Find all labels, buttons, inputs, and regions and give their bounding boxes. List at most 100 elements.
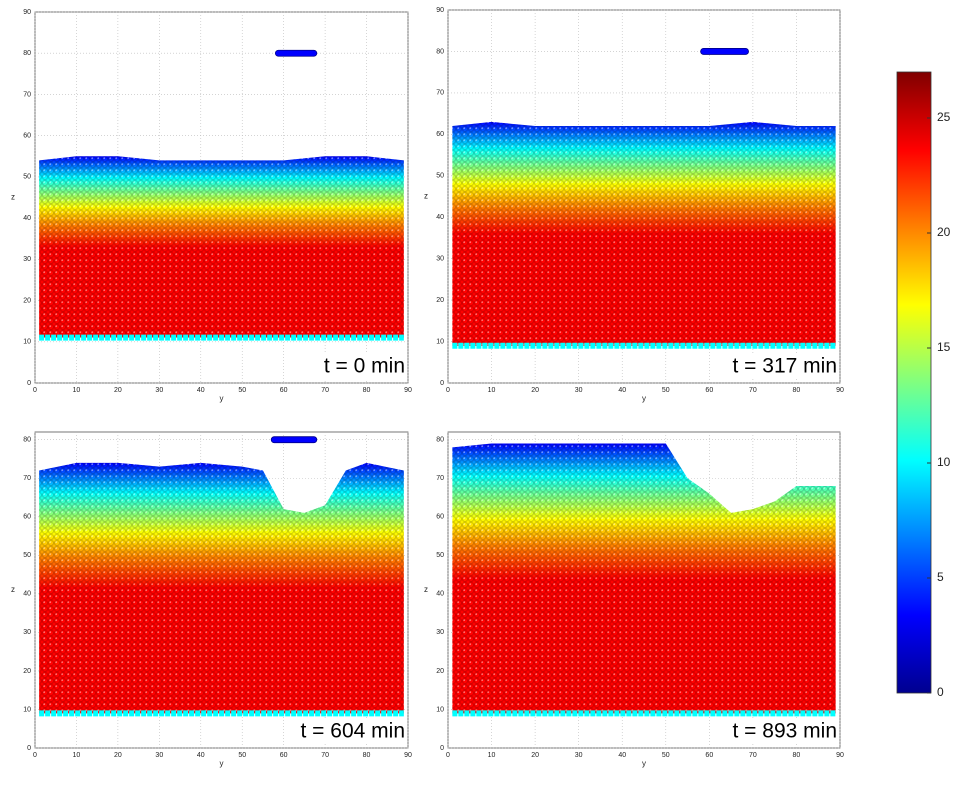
- y-tick-label: 40: [23, 591, 31, 598]
- colorbar-tick-label: 15: [937, 340, 951, 354]
- annotation-bg: [298, 718, 406, 744]
- y-tick-label: 30: [436, 256, 444, 263]
- x-tick-label: 70: [749, 752, 757, 759]
- y-axis-label: z: [424, 585, 428, 594]
- y-tick-label: 20: [23, 668, 31, 675]
- particle-texture: [452, 443, 836, 714]
- annotation-bg: [298, 353, 406, 379]
- y-tick-label: 80: [436, 437, 444, 444]
- y-axis-label: z: [424, 192, 428, 201]
- y-tick-label: 20: [23, 297, 31, 304]
- time-annotation: t = 893 min: [733, 720, 837, 743]
- x-tick-label: 20: [531, 752, 539, 759]
- x-tick-label: 50: [238, 387, 246, 394]
- y-axis-label: z: [11, 193, 15, 202]
- y-tick-label: 90: [23, 9, 31, 16]
- x-tick-label: 60: [280, 752, 288, 759]
- x-tick-label: 40: [618, 387, 626, 394]
- y-tick-label: 0: [27, 380, 31, 387]
- x-tick-label: 10: [73, 752, 81, 759]
- y-tick-label: 50: [436, 552, 444, 559]
- x-tick-label: 80: [793, 387, 801, 394]
- cluster: [270, 436, 318, 444]
- y-tick-label: 60: [23, 514, 31, 521]
- y-tick-label: 10: [23, 706, 31, 713]
- particle-texture: [452, 121, 836, 346]
- annotation-bg: [730, 718, 838, 744]
- x-tick-label: 80: [793, 752, 801, 759]
- time-annotation: t = 0 min: [324, 355, 405, 378]
- y-tick-label: 50: [23, 174, 31, 181]
- cluster: [700, 48, 749, 55]
- x-axis-label: y: [642, 394, 646, 403]
- x-tick-label: 0: [446, 387, 450, 394]
- y-tick-label: 10: [436, 338, 444, 345]
- particle-texture: [39, 462, 404, 714]
- colorbar-tick-label: 5: [937, 570, 944, 584]
- x-axis-label: y: [220, 394, 224, 403]
- x-tick-label: 60: [705, 387, 713, 394]
- y-tick-label: 30: [436, 629, 444, 636]
- y-tick-label: 70: [436, 90, 444, 97]
- x-tick-label: 30: [575, 387, 583, 394]
- cluster: [274, 49, 318, 57]
- y-tick-label: 80: [23, 50, 31, 57]
- x-tick-label: 50: [238, 752, 246, 759]
- colorbar: [896, 71, 932, 694]
- x-tick-label: 50: [662, 752, 670, 759]
- x-tick-label: 0: [446, 752, 450, 759]
- x-tick-label: 70: [321, 387, 329, 394]
- y-tick-label: 30: [23, 256, 31, 263]
- x-tick-label: 90: [836, 387, 844, 394]
- x-tick-label: 80: [363, 752, 371, 759]
- x-tick-label: 10: [488, 387, 496, 394]
- x-tick-label: 60: [280, 387, 288, 394]
- x-tick-label: 40: [618, 752, 626, 759]
- annotation-bg: [730, 353, 838, 379]
- y-tick-label: 50: [23, 552, 31, 559]
- x-tick-label: 80: [363, 387, 371, 394]
- x-tick-label: 90: [404, 387, 412, 394]
- x-tick-label: 40: [197, 387, 205, 394]
- y-tick-label: 10: [436, 706, 444, 713]
- y-tick-label: 30: [23, 629, 31, 636]
- x-tick-label: 0: [33, 387, 37, 394]
- x-axis-label: y: [220, 759, 224, 768]
- y-tick-label: 40: [436, 214, 444, 221]
- y-tick-label: 50: [436, 173, 444, 180]
- y-tick-label: 80: [23, 437, 31, 444]
- y-tick-label: 0: [27, 745, 31, 752]
- x-tick-label: 90: [836, 752, 844, 759]
- x-tick-label: 30: [155, 752, 163, 759]
- y-tick-label: 40: [436, 591, 444, 598]
- x-tick-label: 30: [155, 387, 163, 394]
- y-tick-label: 20: [436, 297, 444, 304]
- y-tick-label: 70: [23, 475, 31, 482]
- x-tick-label: 70: [321, 752, 329, 759]
- y-tick-label: 0: [440, 745, 444, 752]
- y-tick-label: 70: [23, 91, 31, 98]
- y-tick-label: 60: [436, 131, 444, 138]
- x-axis-label: y: [642, 759, 646, 768]
- x-tick-label: 70: [749, 387, 757, 394]
- particle-texture: [39, 156, 404, 338]
- x-tick-label: 0: [33, 752, 37, 759]
- x-tick-label: 30: [575, 752, 583, 759]
- x-tick-label: 20: [531, 387, 539, 394]
- x-tick-label: 50: [662, 387, 670, 394]
- y-tick-label: 90: [436, 7, 444, 14]
- y-tick-label: 0: [440, 380, 444, 387]
- colorbar-tick-label: 0: [937, 685, 944, 699]
- y-axis-label: z: [11, 585, 15, 594]
- x-tick-label: 10: [488, 752, 496, 759]
- y-tick-label: 20: [436, 668, 444, 675]
- y-tick-label: 80: [436, 48, 444, 55]
- x-tick-label: 20: [114, 387, 122, 394]
- x-tick-label: 20: [114, 752, 122, 759]
- colorbar-tick-label: 20: [937, 225, 951, 239]
- y-tick-label: 10: [23, 339, 31, 346]
- x-tick-label: 60: [705, 752, 713, 759]
- colorbar-tick-label: 25: [937, 110, 951, 124]
- time-annotation: t = 604 min: [301, 720, 405, 743]
